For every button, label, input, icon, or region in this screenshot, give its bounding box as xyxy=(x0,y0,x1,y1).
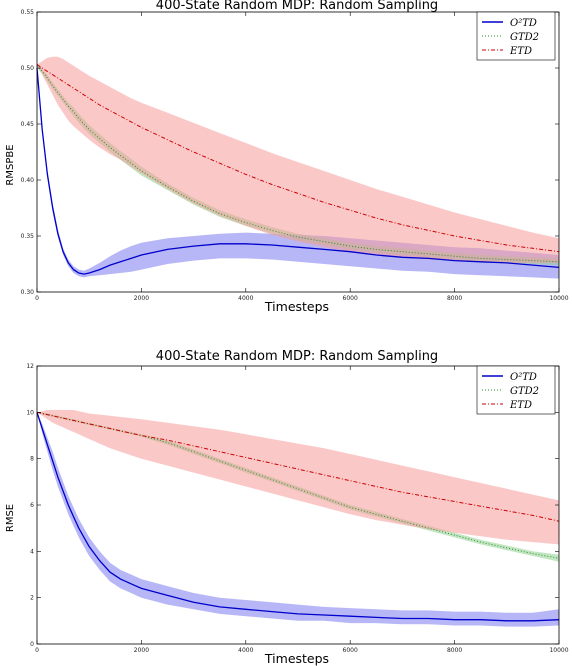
plot-frame xyxy=(36,11,560,293)
legend-label-2: ETD xyxy=(509,400,532,411)
x-axis-label: Timesteps xyxy=(264,299,329,314)
legend-label-0: O²TD xyxy=(510,18,537,29)
x-tick-label: 0 xyxy=(35,295,39,302)
legend: O²TD GTD2 ETD xyxy=(476,11,556,61)
axis-ticks: 0 2000 4000 6000 8000 10000 0.30 0.35 0.40 0.45 0.… xyxy=(21,9,569,302)
confidence-bands xyxy=(37,410,559,627)
x-tick-label: 10000 xyxy=(549,647,568,654)
x-tick-label: 10000 xyxy=(549,295,568,302)
y-tick-label: 2 xyxy=(30,595,34,602)
legend-label-1: GTD2 xyxy=(510,32,539,43)
series-line-0 xyxy=(36,412,560,622)
y-tick-label: 0.30 xyxy=(21,289,35,296)
y-tick-label: 0.35 xyxy=(21,233,35,240)
series-line-0 xyxy=(36,67,560,275)
y-tick-label: 10 xyxy=(26,409,34,416)
chart-title: 400-State Random MDP: Random Sampling xyxy=(156,0,438,13)
y-tick-label: 0.50 xyxy=(21,65,35,72)
legend-box xyxy=(476,11,556,61)
rmspbe-chart: 400-State Random MDP: Random Sampling 0 2… xyxy=(5,0,569,314)
confidence-bands xyxy=(37,56,559,279)
y-tick-label: 6 xyxy=(30,502,34,509)
chart-title: 400-State Random MDP: Random Sampling xyxy=(156,349,438,364)
series-line-2 xyxy=(36,411,560,522)
x-axis-label: Timesteps xyxy=(264,651,329,666)
y-tick-label: 4 xyxy=(30,548,34,555)
legend-label-1: GTD2 xyxy=(510,386,539,397)
y-axis-label: RMSPBE xyxy=(5,144,16,185)
x-tick-label: 6000 xyxy=(343,647,358,654)
series-lines xyxy=(36,411,560,622)
x-tick-label: 8000 xyxy=(447,647,462,654)
legend-label-2: ETD xyxy=(509,46,532,57)
rmse-chart: 400-State Random MDP: Random Sampling 0 2… xyxy=(5,349,569,666)
legend-box xyxy=(476,365,556,415)
x-tick-label: 0 xyxy=(35,647,39,654)
y-tick-label: 0.40 xyxy=(21,177,35,184)
y-tick-label: 0 xyxy=(30,641,34,648)
axis-ticks: 0 2000 4000 6000 8000 10000 0 2 4 6 8 10 12 xyxy=(26,363,568,654)
x-tick-label: 4000 xyxy=(238,295,253,302)
y-axis-label: RMSE xyxy=(5,504,16,532)
x-tick-label: 2000 xyxy=(134,647,149,654)
y-tick-label: 0.45 xyxy=(21,121,35,128)
y-tick-label: 12 xyxy=(26,363,34,370)
x-tick-label: 4000 xyxy=(238,647,253,654)
y-tick-label: 0.55 xyxy=(21,9,35,16)
y-tick-label: 8 xyxy=(30,456,34,463)
series-line-2 xyxy=(36,64,560,253)
series-line-1 xyxy=(36,65,560,263)
legend: O²TD GTD2 ETD xyxy=(476,365,556,415)
x-tick-label: 6000 xyxy=(343,295,358,302)
legend-label-0: O²TD xyxy=(510,372,537,383)
x-tick-label: 2000 xyxy=(134,295,149,302)
series-lines xyxy=(36,64,560,275)
x-tick-label: 8000 xyxy=(447,295,462,302)
band-2 xyxy=(37,410,559,545)
band-2 xyxy=(37,56,559,263)
